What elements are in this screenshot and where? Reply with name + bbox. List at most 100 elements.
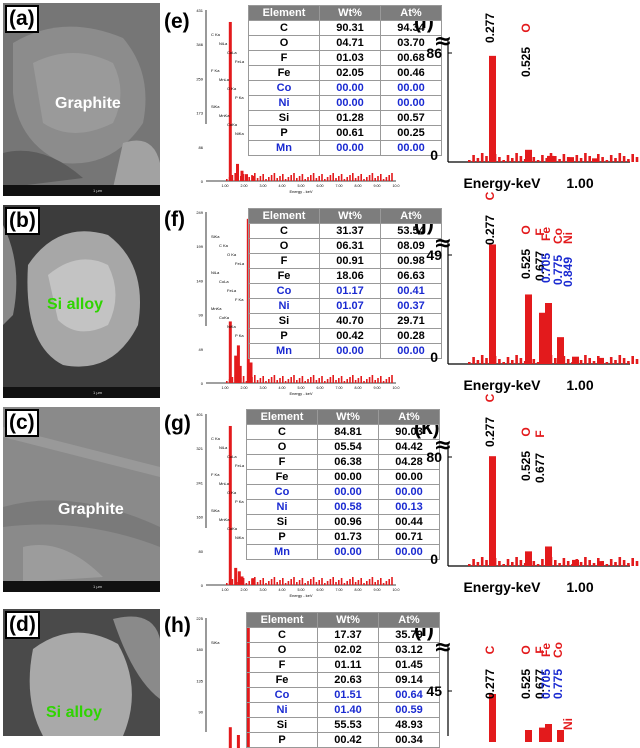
spectrum-bin xyxy=(618,153,622,162)
spectrum-bin xyxy=(549,153,553,162)
spectrum-bin xyxy=(382,583,385,585)
spectrum-bin xyxy=(301,578,304,585)
peak-energy-label: 0.849 xyxy=(561,257,575,287)
spectrum-bin xyxy=(601,359,604,364)
spectrum-bin xyxy=(256,380,259,383)
table-row: Ni 01.07 00.37 xyxy=(248,298,442,314)
peak-energy-label: 0.775 xyxy=(551,255,565,285)
spectrum-bin xyxy=(279,580,281,585)
table-row: Fe 20.63 09.14 xyxy=(246,672,440,688)
y-tick-label: 249 xyxy=(196,210,203,215)
spectrum-bin xyxy=(480,153,484,162)
x-tick-label: 1.00 xyxy=(566,579,593,595)
scale-label: 1 µm xyxy=(93,390,102,395)
peak-label: MnKa xyxy=(211,306,222,311)
wt-cell: 01.07 xyxy=(319,298,381,314)
x-tick-label: 3.00 xyxy=(260,184,267,188)
spectrum-peak xyxy=(228,321,232,383)
element-cell: Fe xyxy=(246,469,318,485)
spectrum-bin xyxy=(493,558,497,566)
x-tick-label: 8.00 xyxy=(355,184,362,188)
spectrum-bin xyxy=(270,175,273,181)
wt-cell: 18.06 xyxy=(319,268,381,284)
column-header: Wt% xyxy=(319,208,381,224)
spectrum-bin xyxy=(237,380,239,383)
panel-label-g: (g) xyxy=(164,412,191,435)
spectrum-bin xyxy=(290,579,292,585)
spectrum-bin xyxy=(298,580,301,585)
sem-image-a: (a) Graphite 1 µm xyxy=(3,3,160,196)
column-header: Element xyxy=(246,612,318,628)
at-cell: 00.37 xyxy=(380,298,442,314)
y-tick-label: 199 xyxy=(196,244,203,249)
spectrum-bin xyxy=(321,376,323,383)
spectrum-bin xyxy=(340,376,343,383)
sem-image-c: (c) Graphite 1 µm xyxy=(3,407,160,592)
peak-label: CoLa xyxy=(227,454,237,459)
y-tick-label: 225 xyxy=(196,616,203,621)
spectrum-bin xyxy=(296,582,298,585)
wt-cell: 00.00 xyxy=(317,469,379,485)
spectrum-bin xyxy=(251,175,253,181)
sem-tag: (b) xyxy=(5,207,40,235)
peak-label: NiKa xyxy=(227,324,236,329)
spectrum-bin xyxy=(631,558,634,566)
spectrum-bin xyxy=(245,179,248,181)
spectrum-bin xyxy=(226,179,228,181)
spectrum-bin xyxy=(284,583,287,585)
spectrum-bin xyxy=(368,579,371,585)
spectrum-bin xyxy=(588,560,591,566)
spectrum-bin xyxy=(597,558,600,566)
spectrum-bin xyxy=(485,358,488,364)
spectrum-bin xyxy=(476,562,480,566)
spectrum-peak xyxy=(228,425,232,585)
wt-cell: 00.00 xyxy=(317,484,379,500)
spectrum-bin xyxy=(558,159,561,162)
column-header: Element xyxy=(248,208,320,224)
element-cell: Si xyxy=(246,514,318,530)
wt-cell: 00.91 xyxy=(319,253,381,269)
spectrum-bin xyxy=(287,581,290,585)
spectrum-bin xyxy=(332,375,334,383)
spectrum-bin xyxy=(605,564,609,566)
spectrum-bin xyxy=(554,156,557,162)
spectrum-bin xyxy=(290,175,292,181)
peak-label: C Ka xyxy=(211,436,221,441)
at-cell: 00.00 xyxy=(380,140,442,156)
spectrum-bin xyxy=(226,583,228,585)
spectrum-bin xyxy=(631,356,634,364)
x-tick-label: 10.0 xyxy=(393,386,400,390)
element-cell: O xyxy=(246,642,318,658)
wt-cell: 00.00 xyxy=(319,343,381,359)
y-tick-label: 0 xyxy=(201,583,204,588)
spectrum-bin xyxy=(335,178,337,181)
element-cell: Fe xyxy=(248,268,320,284)
at-cell: 90.03 xyxy=(378,424,440,440)
spectrum-bin xyxy=(584,153,587,162)
spectrum-bin xyxy=(493,154,497,162)
panel-label-e: (e) xyxy=(164,10,190,33)
spectrum-bin xyxy=(307,177,309,181)
spectrum-bin xyxy=(256,582,259,585)
spectrum-bin xyxy=(240,176,242,181)
spectrum-bin xyxy=(562,558,566,566)
spectrum-peak xyxy=(236,735,240,748)
spectrum-bin xyxy=(363,179,365,181)
axis-break-icon: ≈ xyxy=(434,635,452,660)
at-cell: 00.59 xyxy=(378,702,440,718)
at-cell: 01.45 xyxy=(378,657,440,673)
x-tick-label: 1.00 xyxy=(222,184,229,188)
spectrum-bin xyxy=(231,175,234,181)
spectrum-bin xyxy=(262,174,264,181)
spectrum-bin xyxy=(276,178,278,181)
spectrum-bin xyxy=(276,582,278,585)
element-cell: O xyxy=(246,439,318,455)
spectrum-bin xyxy=(489,361,493,364)
panel-label-h: (h) xyxy=(164,614,191,637)
spectrum-bin xyxy=(329,175,332,181)
sem-texture xyxy=(3,205,160,398)
y-tick-label: 401 xyxy=(196,412,203,417)
spectrum-bin xyxy=(385,177,388,181)
spectrum-bin xyxy=(528,154,531,162)
spectrum-bin xyxy=(366,177,368,181)
